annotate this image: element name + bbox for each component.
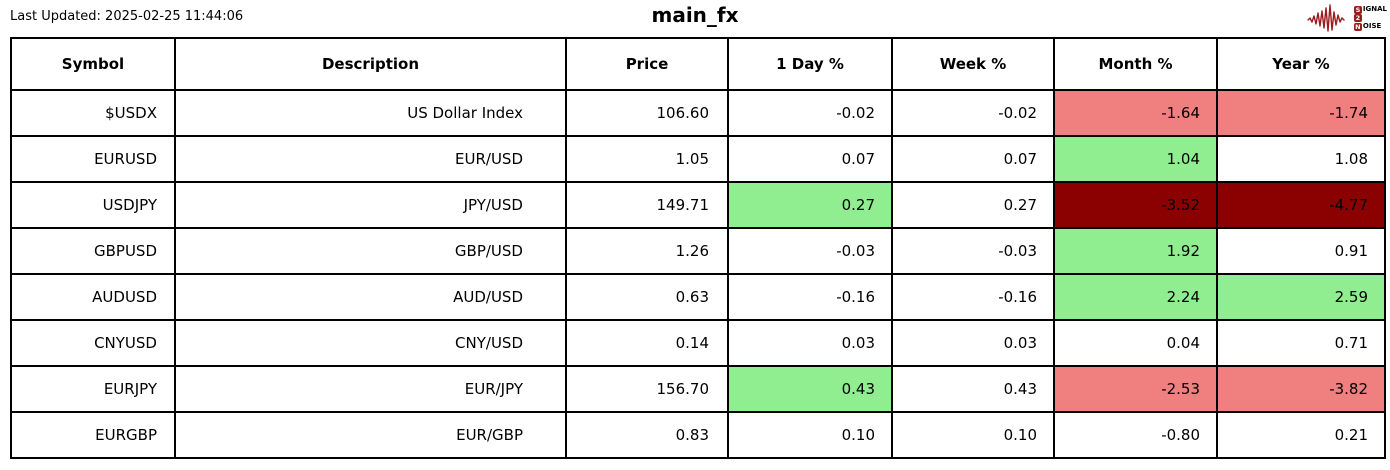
cell-year-pct: -1.74: [1216, 89, 1386, 137]
cell-week-pct: 0.10: [891, 411, 1055, 459]
cell-price: 0.63: [565, 273, 729, 321]
cell-month-pct: -3.52: [1053, 181, 1218, 229]
logo-line-2: 2: [1353, 14, 1387, 22]
cell-day-pct: 0.43: [727, 365, 893, 413]
cell-month-pct: -1.64: [1053, 89, 1218, 137]
cell-month-pct: -0.80: [1053, 411, 1218, 459]
cell-year-pct: 2.59: [1216, 273, 1386, 321]
cell-description: EUR/USD: [174, 135, 567, 183]
table-row: USDJPY JPY/USD 149.71 0.27 0.27 -3.52 -4…: [10, 181, 1386, 229]
cell-week-pct: -0.03: [891, 227, 1055, 275]
cell-price: 156.70: [565, 365, 729, 413]
table-row: CNYUSD CNY/USD 0.14 0.03 0.03 0.04 0.71: [10, 319, 1386, 367]
col-header-year-pct: Year %: [1216, 37, 1386, 91]
table-row: AUDUSD AUD/USD 0.63 -0.16 -0.16 2.24 2.5…: [10, 273, 1386, 321]
cell-week-pct: -0.02: [891, 89, 1055, 137]
cell-day-pct: 0.07: [727, 135, 893, 183]
cell-week-pct: 0.03: [891, 319, 1055, 367]
logo-line-signal: S IGNAL: [1353, 5, 1387, 14]
logo-badge-n: N: [1353, 22, 1362, 31]
cell-symbol: AUDUSD: [10, 273, 176, 321]
col-header-month-pct: Month %: [1053, 37, 1218, 91]
cell-day-pct: 0.03: [727, 319, 893, 367]
cell-day-pct: -0.02: [727, 89, 893, 137]
col-header-day-pct: 1 Day %: [727, 37, 893, 91]
cell-price: 1.26: [565, 227, 729, 275]
cell-week-pct: 0.43: [891, 365, 1055, 413]
cell-description: CNY/USD: [174, 319, 567, 367]
cell-description: GBP/USD: [174, 227, 567, 275]
cell-price: 0.83: [565, 411, 729, 459]
cell-description: EUR/GBP: [174, 411, 567, 459]
cell-symbol: GBPUSD: [10, 227, 176, 275]
cell-symbol: $USDX: [10, 89, 176, 137]
cell-week-pct: 0.07: [891, 135, 1055, 183]
cell-month-pct: 2.24: [1053, 273, 1218, 321]
cell-day-pct: 0.10: [727, 411, 893, 459]
col-header-week-pct: Week %: [891, 37, 1055, 91]
cell-description: EUR/JPY: [174, 365, 567, 413]
cell-description: AUD/USD: [174, 273, 567, 321]
cell-year-pct: -3.82: [1216, 365, 1386, 413]
table-header-row: Symbol Description Price 1 Day % Week % …: [10, 37, 1386, 91]
logo-rest-ignal: IGNAL: [1362, 5, 1387, 13]
cell-month-pct: 0.04: [1053, 319, 1218, 367]
col-header-description: Description: [174, 37, 567, 91]
table-row: $USDX US Dollar Index 106.60 -0.02 -0.02…: [10, 89, 1386, 137]
cell-description: US Dollar Index: [174, 89, 567, 137]
cell-year-pct: 0.21: [1216, 411, 1386, 459]
signal-2-noise-logo: S IGNAL 2 N OISE: [1307, 3, 1387, 33]
cell-symbol: EURJPY: [10, 365, 176, 413]
cell-symbol: USDJPY: [10, 181, 176, 229]
cell-day-pct: -0.03: [727, 227, 893, 275]
cell-week-pct: 0.27: [891, 181, 1055, 229]
cell-year-pct: 0.71: [1216, 319, 1386, 367]
cell-month-pct: 1.92: [1053, 227, 1218, 275]
cell-day-pct: -0.16: [727, 273, 893, 321]
cell-year-pct: 0.91: [1216, 227, 1386, 275]
logo-badge-2: 2: [1353, 14, 1362, 22]
cell-week-pct: -0.16: [891, 273, 1055, 321]
logo-rest-oise: OISE: [1362, 22, 1382, 30]
last-updated-label: Last Updated: 2025-02-25 11:44:06: [10, 9, 244, 24]
cell-symbol: CNYUSD: [10, 319, 176, 367]
cell-price: 1.05: [565, 135, 729, 183]
fx-table: Symbol Description Price 1 Day % Week % …: [10, 37, 1386, 459]
table-row: EURUSD EUR/USD 1.05 0.07 0.07 1.04 1.08: [10, 135, 1386, 183]
cell-year-pct: -4.77: [1216, 181, 1386, 229]
cell-price: 0.14: [565, 319, 729, 367]
page-title: main_fx: [651, 3, 739, 27]
logo-text: S IGNAL 2 N OISE: [1353, 5, 1387, 31]
cell-month-pct: -2.53: [1053, 365, 1218, 413]
cell-price: 149.71: [565, 181, 729, 229]
waveform-icon: [1307, 4, 1345, 32]
cell-symbol: EURGBP: [10, 411, 176, 459]
cell-symbol: EURUSD: [10, 135, 176, 183]
table-row: EURJPY EUR/JPY 156.70 0.43 0.43 -2.53 -3…: [10, 365, 1386, 413]
cell-day-pct: 0.27: [727, 181, 893, 229]
col-header-price: Price: [565, 37, 729, 91]
table-row: EURGBP EUR/GBP 0.83 0.10 0.10 -0.80 0.21: [10, 411, 1386, 459]
logo-badge-s: S: [1353, 5, 1362, 14]
cell-month-pct: 1.04: [1053, 135, 1218, 183]
logo-line-noise: N OISE: [1353, 22, 1387, 31]
cell-description: JPY/USD: [174, 181, 567, 229]
col-header-symbol: Symbol: [10, 37, 176, 91]
table-row: GBPUSD GBP/USD 1.26 -0.03 -0.03 1.92 0.9…: [10, 227, 1386, 275]
cell-price: 106.60: [565, 89, 729, 137]
cell-year-pct: 1.08: [1216, 135, 1386, 183]
